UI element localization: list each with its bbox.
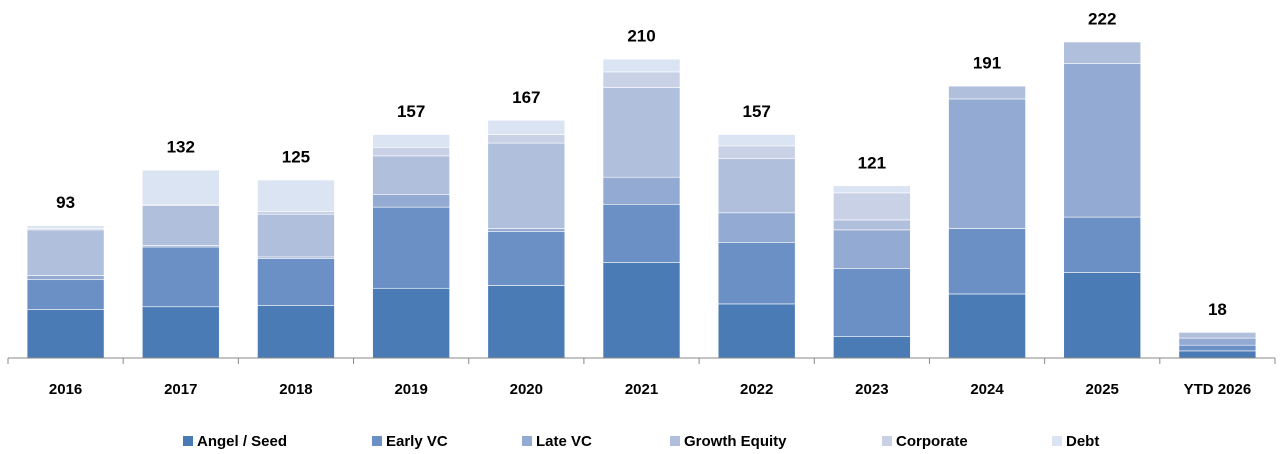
bar-segment	[26, 225, 105, 229]
legend-swatch	[882, 436, 892, 446]
bar-segment	[1178, 337, 1257, 346]
bar-segment	[833, 192, 911, 221]
x-tick-label: 2019	[394, 381, 427, 398]
total-label: 18	[1208, 300, 1227, 319]
bar-segment	[372, 134, 450, 148]
legend-swatch	[670, 436, 680, 446]
bar-segment	[948, 85, 1026, 100]
bar-segment	[948, 98, 1026, 229]
legend-swatch	[1052, 436, 1062, 446]
bar-segment	[141, 205, 220, 246]
bar-segment	[602, 71, 681, 88]
bar-segment	[833, 336, 911, 359]
bar-segment	[372, 194, 450, 208]
bar-segment	[717, 212, 796, 244]
bar-segment	[257, 213, 335, 258]
bar-segment	[1178, 332, 1257, 339]
bar-segment	[26, 279, 105, 310]
legend-swatch	[183, 436, 193, 446]
bar-segment	[26, 275, 105, 281]
legend-swatch	[522, 436, 532, 446]
bar-segment	[602, 262, 681, 359]
bar-segment	[372, 147, 450, 157]
legend-label: Late VC	[536, 433, 592, 450]
bar-segment	[487, 134, 566, 144]
legend-label: Debt	[1066, 433, 1099, 450]
bar-segment	[1178, 350, 1257, 359]
total-label: 157	[742, 102, 770, 121]
x-tick-label: 2017	[164, 381, 197, 398]
bar-segment	[26, 229, 105, 276]
bar-segment	[833, 219, 911, 231]
bar-segment	[717, 145, 796, 160]
x-tick-label: 2018	[279, 381, 312, 398]
bar-segment	[948, 293, 1026, 359]
bar-segment	[602, 87, 681, 178]
bar-segment	[602, 203, 681, 263]
bar-segment	[141, 169, 220, 205]
bar-segment	[602, 176, 681, 205]
x-tick-label: 2022	[740, 381, 773, 398]
total-label: 157	[397, 102, 425, 121]
bar-segment	[257, 305, 335, 359]
bar-segment	[1063, 216, 1142, 273]
bar-segment	[487, 285, 566, 359]
total-label: 121	[858, 153, 886, 172]
legend-label: Angel / Seed	[197, 433, 287, 450]
legend-label: Early VC	[386, 433, 448, 450]
legend-swatch	[372, 436, 382, 446]
total-label: 191	[973, 54, 1001, 73]
x-tick-label: 2020	[510, 381, 543, 398]
total-label: 132	[167, 138, 195, 157]
bar-segment	[372, 155, 450, 195]
bar-segment	[833, 185, 911, 194]
x-tick-label: 2023	[855, 381, 888, 398]
bar-segment	[1178, 344, 1257, 352]
legend-label: Corporate	[896, 433, 968, 450]
bar-segment	[1063, 63, 1142, 218]
bar-segment	[487, 231, 566, 286]
bar-segment	[257, 211, 335, 215]
bar-segment	[717, 158, 796, 214]
bar-segment	[833, 229, 911, 269]
bar-segment	[141, 306, 220, 359]
bar-segment	[602, 58, 681, 73]
total-label: 222	[1088, 9, 1116, 28]
bar-segment	[717, 242, 796, 305]
x-tick-label: YTD 2026	[1184, 381, 1252, 398]
total-label: 167	[512, 88, 540, 107]
x-tick-label: 2024	[970, 381, 1004, 398]
bar-segment	[487, 228, 566, 232]
legend-label: Growth Equity	[684, 433, 787, 450]
bar-segment	[717, 303, 796, 359]
bar-segment	[487, 142, 566, 229]
x-tick-label: 2016	[49, 381, 82, 398]
total-label: 93	[56, 193, 75, 212]
total-label: 210	[627, 27, 655, 46]
bar-segment	[26, 309, 105, 359]
total-label: 125	[282, 148, 310, 167]
bar-segment	[1063, 272, 1142, 359]
bar-segment	[257, 258, 335, 306]
x-tick-label: 2021	[625, 381, 658, 398]
bar-segment	[1063, 41, 1142, 64]
bar-segment	[717, 134, 796, 147]
bar-segment	[257, 179, 335, 212]
bar-segment	[372, 287, 450, 359]
x-tick-label: 2025	[1086, 381, 1119, 398]
bar-segment	[487, 119, 566, 135]
bar-segment	[372, 206, 450, 289]
bar-segment	[948, 228, 1026, 295]
bar-segment	[141, 246, 220, 308]
bar-segment	[833, 268, 911, 337]
